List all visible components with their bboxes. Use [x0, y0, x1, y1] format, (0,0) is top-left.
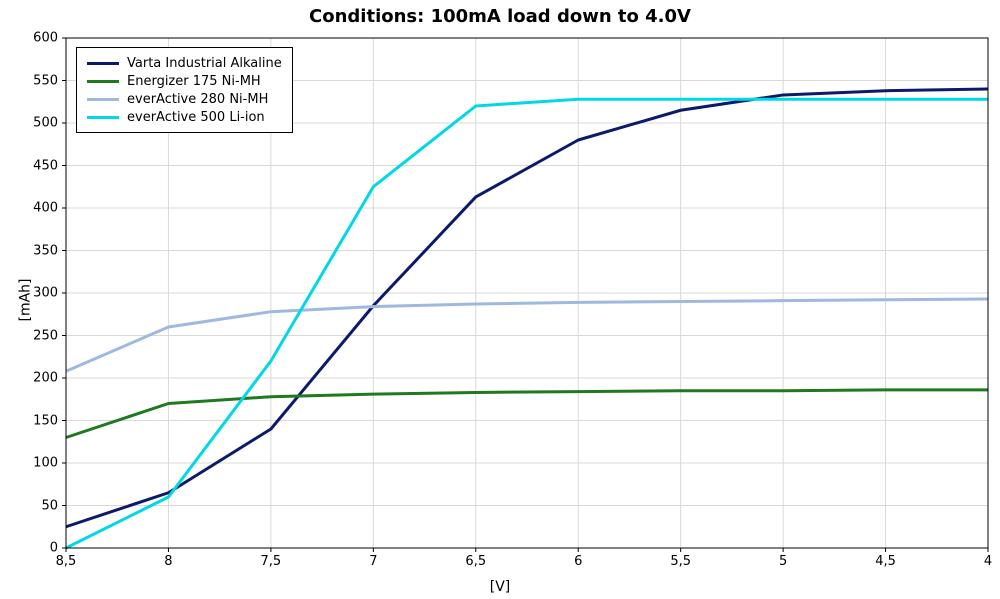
y-tick-label: 150	[33, 413, 58, 428]
y-tick-label: 450	[33, 158, 58, 173]
x-tick-label: 6,5	[465, 554, 486, 569]
legend-label: Varta Industrial Alkaline	[127, 56, 282, 71]
legend-item: Energizer 175 Ni-MH	[87, 72, 282, 90]
legend-line-sample	[87, 80, 119, 83]
y-tick-label: 500	[33, 116, 58, 131]
x-tick-label: 5	[779, 554, 787, 569]
x-tick-label: 7,5	[261, 554, 282, 569]
x-tick-label: 8	[164, 554, 172, 569]
x-tick-label: 4	[984, 554, 992, 569]
x-tick-label: 8,5	[56, 554, 77, 569]
y-tick-label: 100	[33, 456, 58, 471]
legend: Varta Industrial Alkaline Energizer 175 N…	[76, 47, 293, 133]
legend-item: everActive 280 Ni-MH	[87, 90, 282, 108]
chart-container: Conditions: 100mA load down to 4.0V [mAh…	[0, 0, 1000, 599]
legend-label: Energizer 175 Ni-MH	[127, 74, 261, 89]
x-tick-label: 4,5	[875, 554, 896, 569]
legend-label: everActive 280 Ni-MH	[127, 92, 268, 107]
y-tick-label: 200	[33, 371, 58, 386]
x-tick-label: 6	[574, 554, 582, 569]
y-tick-label: 0	[50, 541, 58, 556]
y-tick-label: 50	[41, 498, 58, 513]
x-tick-label: 7	[369, 554, 377, 569]
y-tick-label: 350	[33, 243, 58, 258]
legend-line-sample	[87, 116, 119, 119]
legend-line-sample	[87, 98, 119, 101]
legend-item: Varta Industrial Alkaline	[87, 54, 282, 72]
y-tick-label: 300	[33, 286, 58, 301]
y-tick-label: 250	[33, 328, 58, 343]
y-tick-label: 400	[33, 201, 58, 216]
legend-line-sample	[87, 62, 119, 65]
x-tick-label: 5,5	[670, 554, 691, 569]
y-tick-label: 600	[33, 31, 58, 46]
y-tick-label: 550	[33, 73, 58, 88]
legend-label: everActive 500 Li-ion	[127, 110, 265, 125]
legend-item: everActive 500 Li-ion	[87, 108, 282, 126]
